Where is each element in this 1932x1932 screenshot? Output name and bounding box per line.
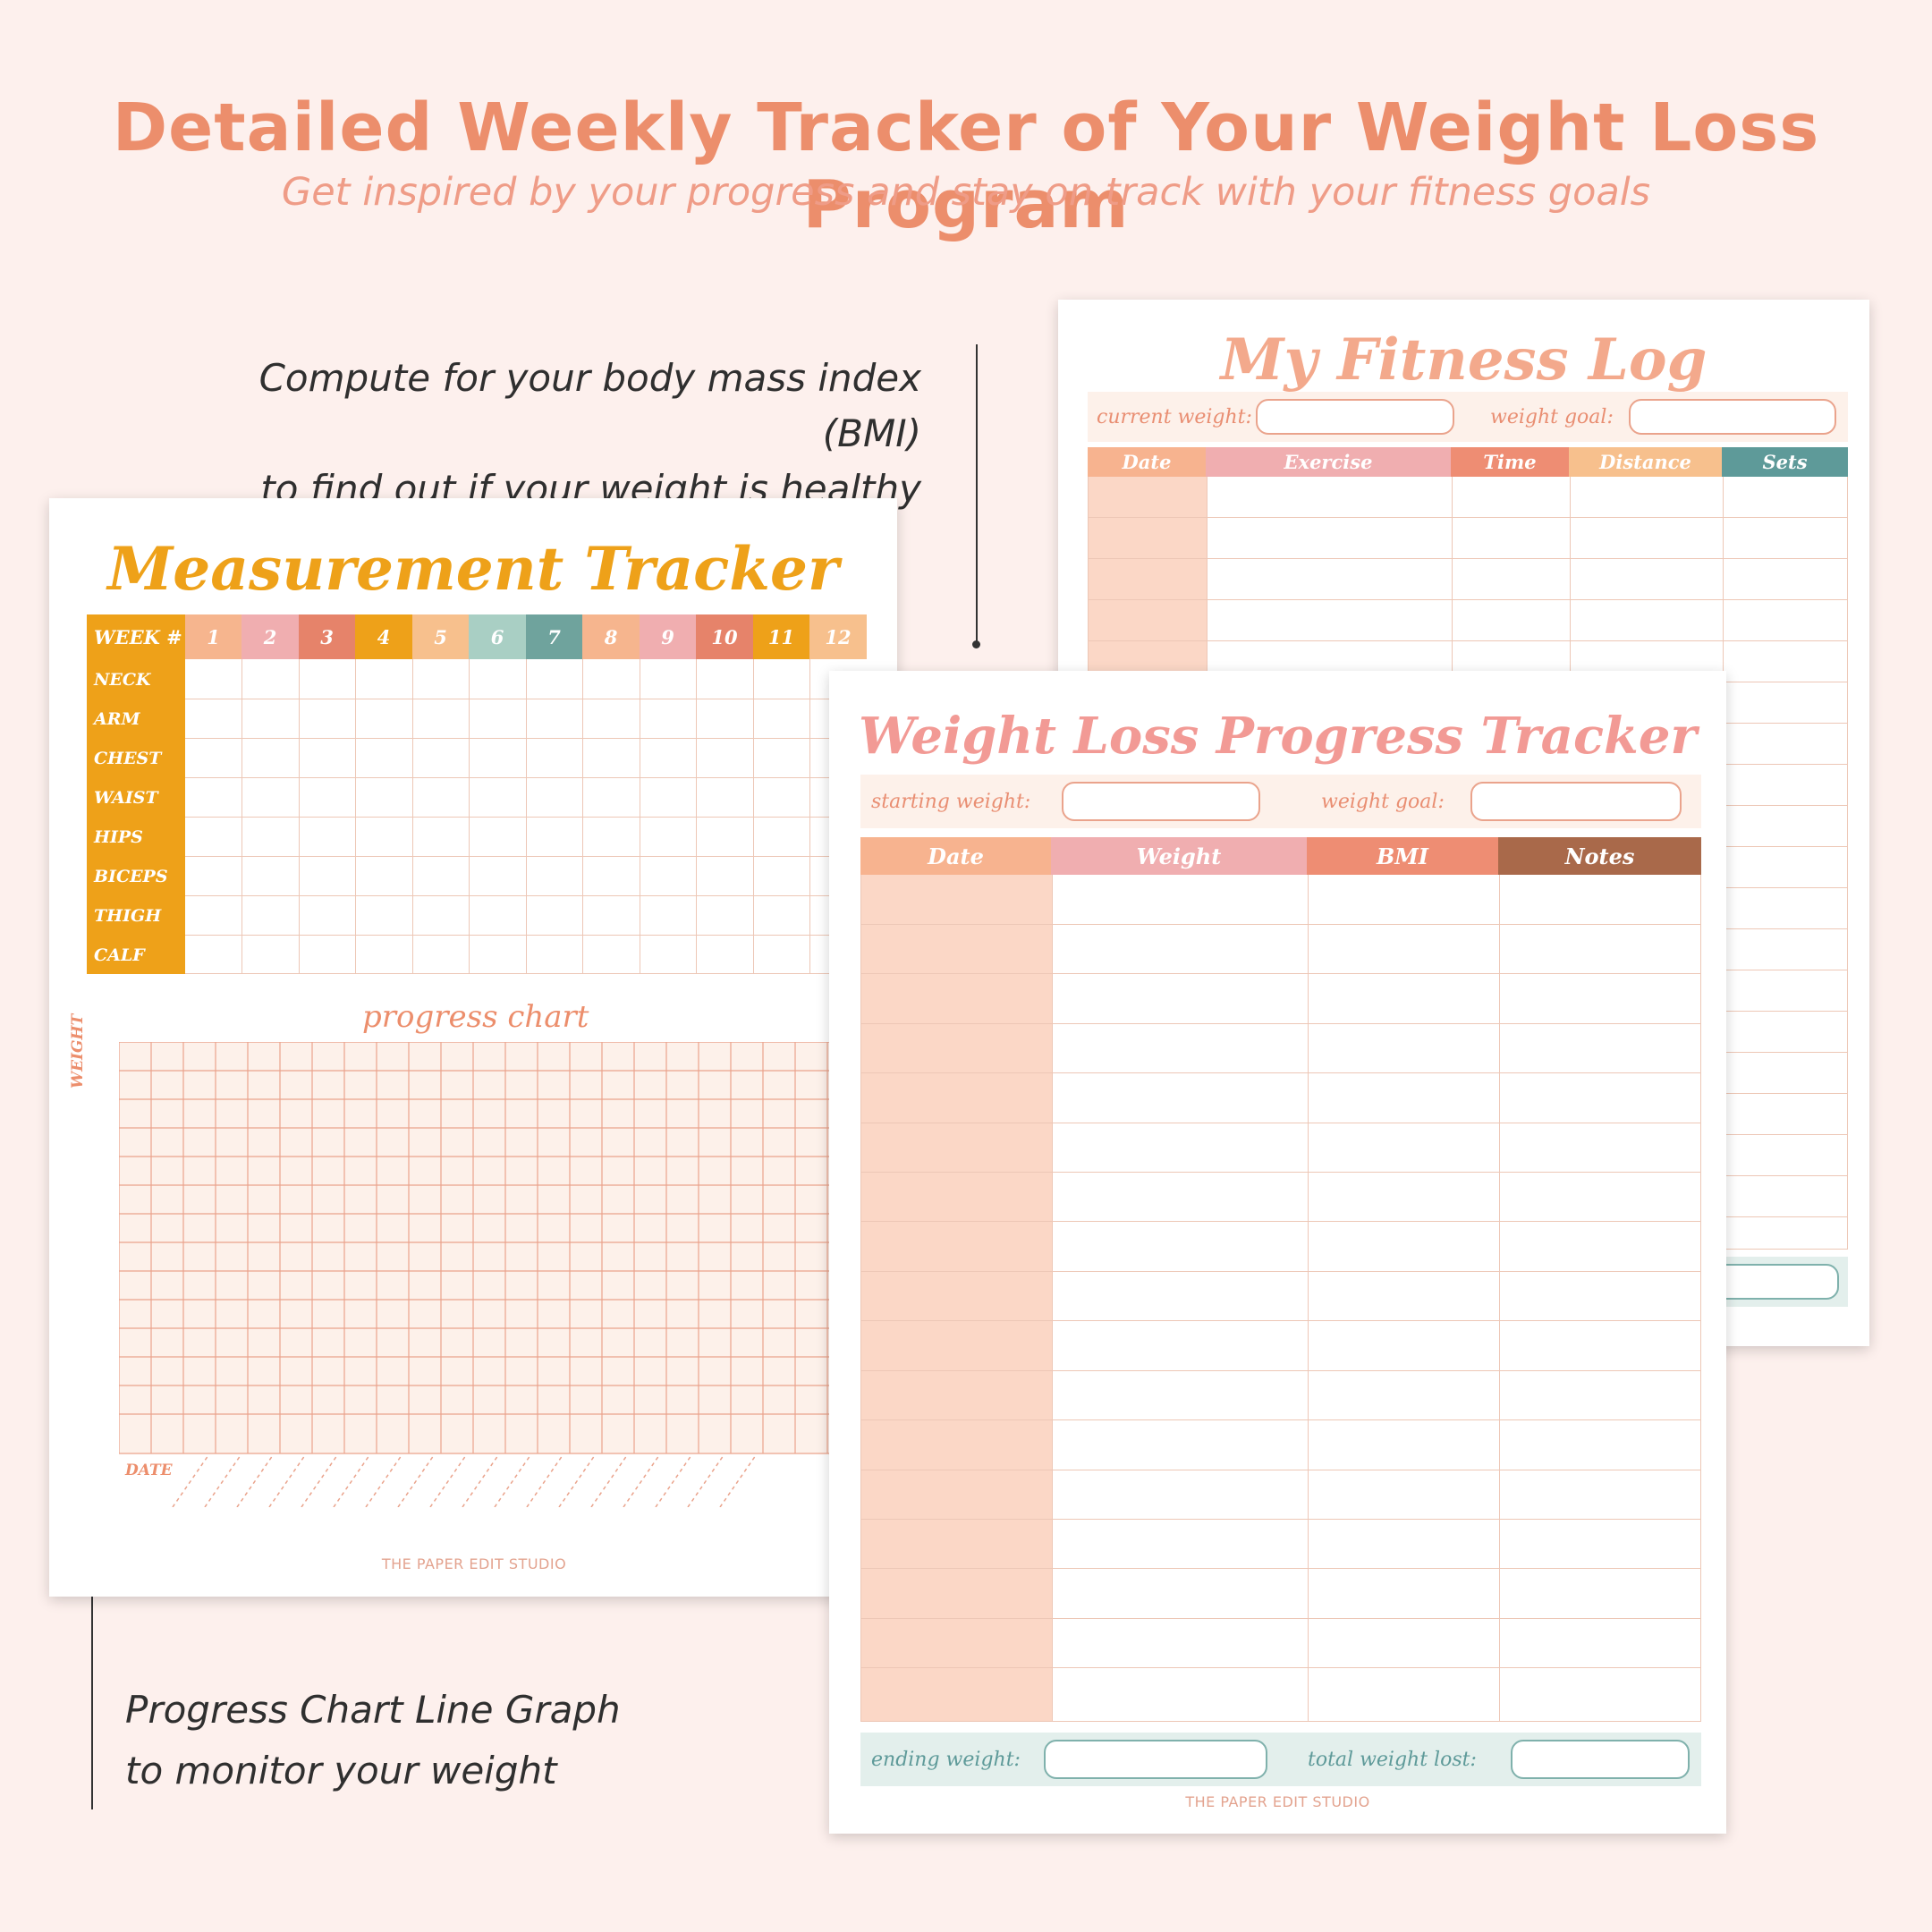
fitness-col-exercise: Exercise [1206,447,1451,477]
starting-weight-field[interactable] [1062,782,1260,821]
bmi-callout-line1: Compute for your body mass index (BMI) [258,356,921,455]
total-lost-field[interactable] [1511,1740,1690,1779]
week-2: 2 [242,614,299,659]
weight-loss-weight-strip: starting weight: weight goal: [860,775,1701,828]
weight-loss-table-body [860,875,1701,1722]
week-1: 1 [185,614,242,659]
weight-loss-goal-label: weight goal: [1321,790,1445,813]
measurement-grid [185,659,897,974]
page-title: Detailed Weekly Tracker of Your Weight L… [112,89,1820,243]
fitness-col-date: Date [1088,447,1206,477]
fitness-weight-goal-label: weight goal: [1490,405,1614,428]
measurement-studio-credit: THE PAPER EDIT STUDIO [381,1555,567,1572]
fitness-weight-goal-field[interactable] [1629,399,1836,435]
row-arm: ARM [94,709,140,729]
row-biceps: BICEPS [94,867,168,886]
week-5: 5 [412,614,469,659]
week-8: 8 [582,614,640,659]
weight-loss-tracker-sheet: Weight Loss Progress Tracker starting we… [829,671,1726,1834]
current-weight-field[interactable] [1256,399,1454,435]
week-7: 7 [526,614,582,659]
weight-loss-goal-field[interactable] [1470,782,1682,821]
fitness-weight-strip: current weight: weight goal: [1088,392,1848,442]
body-part-labels: NECK ARM CHEST WAIST HIPS BICEPS THIGH C… [87,659,185,974]
chart-callout-line2: to monitor your weight [125,1749,557,1792]
ending-weight-label: ending weight: [871,1748,1021,1771]
fitness-log-title: My Fitness Log [1220,326,1707,394]
weight-loss-col-weight: Weight [1051,837,1307,875]
progress-chart-x-label: DATE [125,1462,173,1479]
weight-loss-col-date: Date [860,837,1051,875]
weight-loss-result-strip: ending weight: total weight lost: [860,1733,1701,1786]
row-thigh: THIGH [94,906,162,926]
fitness-table-header: Date Exercise Time Distance Sets [1088,447,1848,477]
progress-chart-y-label: WEIGHT [69,1013,87,1089]
bmi-callout-dot [972,640,980,648]
fitness-col-time: Time [1451,447,1569,477]
weight-loss-col-notes: Notes [1498,837,1701,875]
week-header-row: WEEK # 1 2 3 4 5 6 7 8 9 10 11 12 [87,614,867,659]
weight-loss-date-column-fill [861,875,1052,1721]
fitness-col-sets: Sets [1722,447,1848,477]
fitness-col-distance: Distance [1569,447,1722,477]
starting-weight-label: starting weight: [871,790,1031,813]
weight-loss-table-header: Date Weight BMI Notes [860,837,1701,875]
row-neck: NECK [94,670,151,690]
total-lost-label: total weight lost: [1308,1748,1477,1771]
current-weight-label: current weight: [1097,405,1252,428]
row-chest: CHEST [94,749,162,768]
chart-callout-line1: Progress Chart Line Graph [125,1688,621,1732]
week-12: 12 [809,614,867,659]
row-calf: CALF [94,945,145,965]
week-header-label: WEEK # [87,614,185,659]
page-subtitle: Get inspired by your progress and stay o… [281,170,1651,215]
weight-loss-title: Weight Loss Progress Tracker [859,707,1697,766]
measurement-title: Measurement Tracker [107,534,839,604]
row-hips: HIPS [94,827,143,847]
chart-callout: Progress Chart Line Graph to monitor you… [125,1680,841,1801]
week-11: 11 [753,614,809,659]
weight-loss-col-bmi: BMI [1307,837,1498,875]
weight-loss-studio-credit: THE PAPER EDIT STUDIO [1185,1793,1370,1810]
bmi-callout: Compute for your body mass index (BMI) t… [179,351,921,517]
measurement-tracker-sheet: Measurement Tracker WEEK # 1 2 3 4 5 6 7… [49,498,897,1597]
week-6: 6 [469,614,526,659]
week-10: 10 [696,614,753,659]
row-waist: WAIST [94,788,158,808]
week-3: 3 [299,614,355,659]
progress-chart-grid [119,1042,897,1507]
bmi-callout-leader [976,344,978,644]
week-4: 4 [355,614,412,659]
ending-weight-field[interactable] [1044,1740,1267,1779]
week-9: 9 [640,614,696,659]
progress-chart-title: progress chart [362,999,589,1035]
